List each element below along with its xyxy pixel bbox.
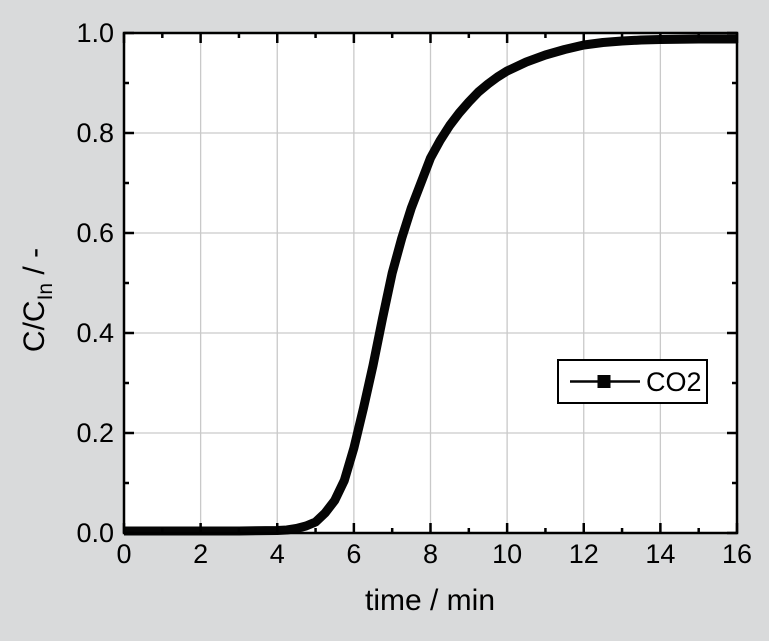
y-axis-label-suffix: / - bbox=[18, 248, 51, 283]
plot-frame bbox=[122, 31, 739, 535]
gridlines bbox=[124, 33, 737, 533]
x-tick-label: 6 bbox=[346, 539, 361, 569]
y-tick-label: 0.6 bbox=[76, 218, 114, 248]
legend-square-marker-icon bbox=[597, 375, 611, 388]
y-tick-label: 0.4 bbox=[76, 318, 114, 348]
y-axis-label-main: C/C bbox=[18, 300, 51, 352]
y-axis-label: C/CIn / - bbox=[18, 248, 57, 352]
data-curve bbox=[124, 34, 737, 536]
y-tick-label: 1.0 bbox=[76, 18, 114, 48]
legend: CO2 bbox=[557, 359, 708, 404]
y-tick-label: 0.0 bbox=[76, 518, 114, 548]
y-tick-label: 0.2 bbox=[76, 418, 114, 448]
x-tick-label: 10 bbox=[492, 539, 522, 569]
x-tick-label: 0 bbox=[116, 539, 131, 569]
x-tick-label: 16 bbox=[722, 539, 752, 569]
tick-labels: 0 2 4 6 8 10 12 14 16 0.0 0.2 0.4 0.6 0.8 1.0 bbox=[76, 18, 752, 569]
x-tick-label: 12 bbox=[569, 539, 599, 569]
x-axis-label: time / min bbox=[365, 584, 495, 617]
x-tick-label: 4 bbox=[270, 539, 285, 569]
legend-label: CO2 bbox=[646, 367, 702, 397]
y-tick-label: 0.8 bbox=[76, 118, 114, 148]
x-tick-label: 2 bbox=[193, 539, 208, 569]
x-tick-label: 14 bbox=[645, 539, 675, 569]
y-axis-label-subscript: In bbox=[34, 283, 57, 301]
x-tick-label: 8 bbox=[423, 539, 438, 569]
series-curve-co2 bbox=[124, 34, 737, 536]
